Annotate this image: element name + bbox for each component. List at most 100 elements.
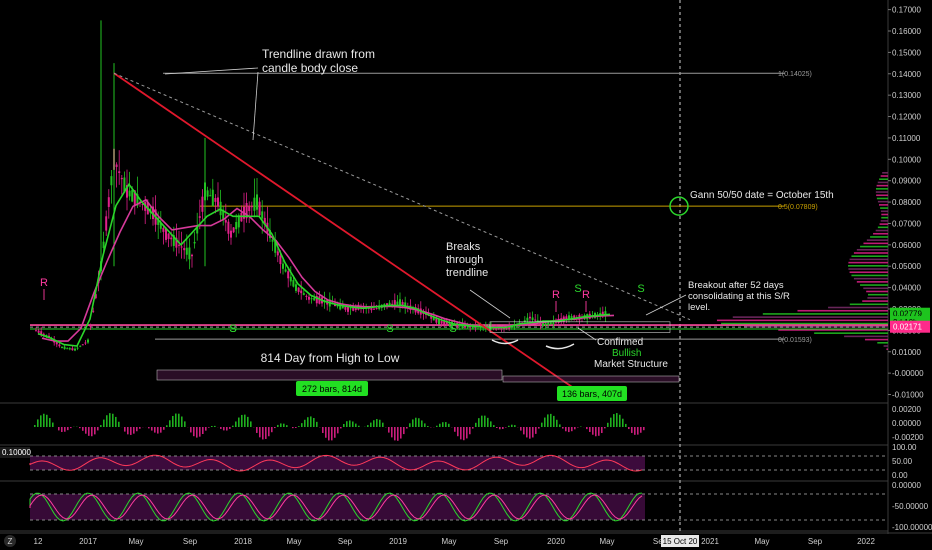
candle-body: [440, 320, 443, 324]
macd-bar: [172, 415, 174, 427]
time-cursor-badge: [661, 535, 699, 547]
volume-profile-bar: [875, 229, 888, 232]
macd-bar: [607, 422, 609, 427]
candle-body: [523, 320, 526, 322]
macd-bar: [493, 425, 495, 427]
macd-bar: [151, 427, 153, 431]
candle-body: [352, 305, 355, 311]
time-tick-label: May: [441, 537, 456, 546]
macd-bar: [175, 413, 177, 427]
candle-body: [263, 217, 266, 225]
macd-bar: [619, 414, 621, 427]
breaks-annotation-line: through: [446, 254, 483, 266]
time-tick-label: 2019: [389, 537, 407, 546]
candle-body: [297, 287, 300, 292]
macd-bar: [358, 425, 360, 427]
candle-body: [159, 222, 162, 229]
candle-body: [295, 284, 297, 291]
volume-profile-bar: [880, 175, 888, 177]
indicator-3-tick: -50.00000: [892, 502, 929, 511]
macd-bar: [286, 425, 288, 427]
support-marker: S: [386, 323, 393, 335]
macd-bar: [643, 427, 645, 431]
descending-trendline: [113, 72, 581, 394]
macd-bar: [355, 423, 357, 427]
candle-body: [74, 348, 76, 351]
price-tick-label: 0.10000: [892, 155, 921, 164]
volume-profile-bar: [860, 245, 888, 248]
macd-bar: [232, 425, 234, 427]
volume-profile-bar: [778, 329, 888, 331]
candle-body: [289, 276, 292, 282]
measure-bar: [156, 369, 503, 381]
volume-profile-bar: [863, 287, 888, 290]
bars-box-1-label: 272 bars, 814d: [302, 384, 362, 394]
candle-body: [258, 201, 261, 216]
candle-body: [45, 334, 48, 337]
volume-profile-bar: [849, 303, 888, 306]
candle-body: [68, 348, 71, 350]
support-marker: S: [229, 323, 236, 335]
range-annotation: 814 Day from High to Low: [261, 351, 400, 365]
candle-body: [510, 326, 513, 328]
macd-bar: [553, 415, 555, 427]
candle-body: [393, 300, 396, 307]
candle-body: [253, 197, 256, 211]
macd-bar: [109, 413, 111, 427]
macd-bar: [112, 413, 114, 427]
candle-body: [76, 347, 79, 349]
macd-bar: [562, 427, 564, 429]
indicator-2-tick: 50.00: [892, 457, 913, 466]
candle-body: [464, 324, 466, 328]
time-tick-label: May: [286, 537, 301, 546]
volume-profile-bar: [886, 348, 888, 351]
indicator-3-tick: -100.00000: [892, 523, 932, 532]
macd-bar: [490, 421, 492, 427]
time-tick-label: 2022: [857, 537, 875, 546]
macd-bar: [565, 427, 567, 432]
oscillator-slow-line: [29, 494, 643, 520]
breaks-annotation-line: trendline: [446, 267, 488, 279]
volume-profile-bar: [876, 194, 888, 197]
macd-bar: [445, 422, 447, 427]
candle-body: [107, 197, 110, 207]
macd-bar: [511, 424, 513, 427]
macd-bar: [529, 427, 531, 439]
macd-bar: [340, 427, 342, 429]
macd-bar: [208, 427, 210, 428]
macd-bar: [412, 419, 414, 427]
price-tick-label: 0.17000: [892, 6, 921, 15]
macd-bar: [502, 427, 504, 429]
volume-profile-bar: [867, 293, 888, 296]
time-tick-label: 2018: [234, 537, 252, 546]
candle-body: [432, 316, 435, 321]
price-tick-label: 0.12000: [892, 113, 921, 122]
volume-profile-bar: [797, 309, 888, 312]
candle-body: [128, 190, 131, 197]
macd-bar: [601, 427, 603, 434]
candle-body: [401, 301, 404, 306]
candle-body: [555, 321, 557, 323]
candle-body: [123, 177, 126, 193]
annotation-arrow: [577, 327, 597, 341]
candle-body: [102, 241, 105, 249]
macd-bar: [190, 427, 192, 433]
annotation-arrow: [252, 71, 259, 141]
candle-body: [196, 226, 199, 234]
macd-bar: [310, 416, 312, 427]
macd-bar: [487, 417, 489, 427]
candle-body: [375, 308, 378, 310]
price-tick-label: 0.08000: [892, 198, 921, 207]
gann-annotation: Gann 50/50 date = October 15th: [690, 190, 834, 201]
candle-body: [339, 303, 342, 310]
macd-bar: [169, 420, 171, 427]
macd-bar: [157, 427, 159, 434]
candle-body: [211, 189, 214, 206]
macd-bar: [178, 413, 180, 427]
candle-body: [573, 315, 576, 320]
volume-profile-bar: [880, 220, 888, 222]
macd-bar: [37, 419, 39, 427]
macd-bar: [637, 427, 639, 435]
